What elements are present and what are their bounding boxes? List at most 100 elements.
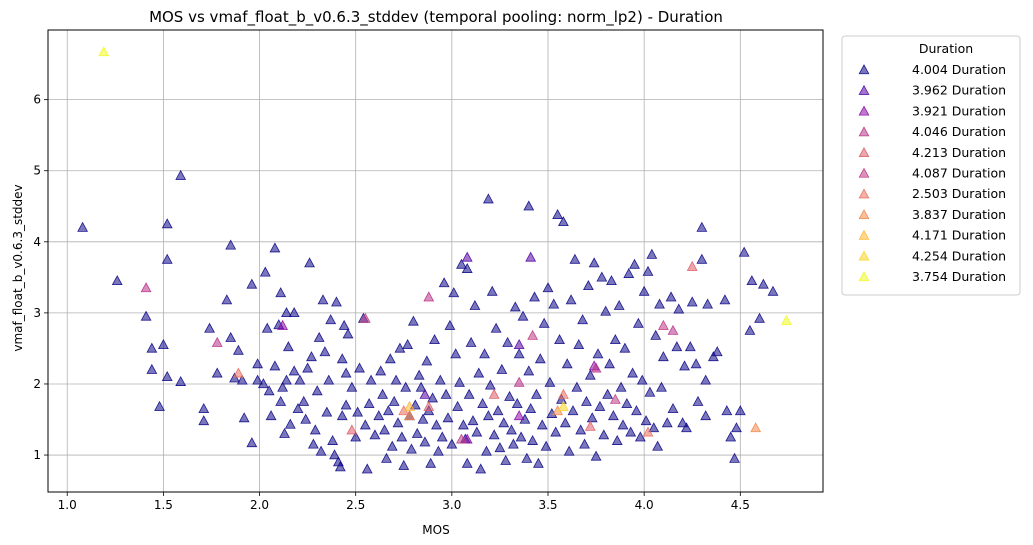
data-point [502, 336, 514, 347]
data-point [767, 285, 779, 296]
data-point [586, 412, 598, 423]
data-point [465, 336, 477, 347]
data-point [571, 381, 583, 392]
data-point [707, 351, 719, 362]
data-point [306, 351, 317, 362]
data-point [488, 388, 500, 399]
data-point [429, 334, 440, 345]
data-point [311, 385, 323, 396]
data-point [352, 406, 364, 417]
data-point [365, 374, 377, 385]
data-point [390, 374, 402, 385]
data-point [432, 445, 444, 456]
data-point [486, 285, 498, 296]
data-point [529, 291, 540, 302]
data-point [738, 246, 750, 257]
legend-box [841, 35, 1021, 296]
data-point [661, 417, 673, 428]
data-point [417, 413, 429, 424]
data-point [329, 449, 340, 460]
data-point [384, 353, 396, 364]
data-point [425, 457, 437, 468]
data-point [644, 386, 656, 397]
data-point [225, 239, 237, 250]
data-point [525, 403, 537, 413]
data-point [609, 393, 621, 404]
data-point [363, 398, 375, 409]
legend-entry-label: 4.046 Duration [912, 124, 1006, 139]
data-point [265, 410, 277, 421]
data-point [154, 400, 165, 411]
grid [48, 30, 823, 492]
chart-title: MOS vs vmaf_float_b_v0.6.3_stddev (tempo… [149, 8, 723, 27]
data-point [725, 431, 737, 442]
data-point [584, 369, 596, 380]
data-point [300, 413, 312, 424]
data-point [573, 339, 585, 350]
y-tick-label: 5 [33, 164, 41, 178]
data-point [336, 353, 348, 364]
data-point [421, 355, 433, 366]
data-point [481, 445, 492, 456]
data-point [336, 410, 348, 421]
data-point [525, 251, 537, 262]
data-point [542, 282, 554, 293]
data-point [482, 193, 494, 204]
data-point [232, 367, 244, 378]
data-point [313, 331, 325, 342]
plot-frame [47, 29, 824, 493]
data-point [457, 419, 469, 430]
legend-entry-label: 3.837 Duration [912, 207, 1006, 222]
data-point [596, 271, 608, 282]
data-point [557, 388, 569, 399]
data-point [523, 200, 535, 211]
legend-entry-label: 4.087 Duration [912, 166, 1006, 181]
data-point [354, 362, 365, 373]
data-point [340, 399, 352, 410]
data-point [548, 298, 560, 309]
data-point [277, 319, 289, 330]
data-point [479, 348, 490, 359]
data-point [259, 266, 271, 277]
data-point [419, 388, 431, 399]
x-tick-label: 4.5 [731, 498, 750, 512]
data-point [665, 291, 677, 302]
data-point [463, 388, 475, 399]
data-point [288, 365, 300, 376]
data-point [506, 424, 517, 435]
data-point [221, 294, 233, 305]
data-point [781, 314, 792, 325]
data-point [407, 315, 419, 326]
data-point [721, 405, 733, 416]
data-point [77, 221, 89, 232]
data-point [411, 427, 423, 438]
data-point [579, 438, 590, 449]
data-point [461, 262, 473, 273]
data-point [617, 419, 629, 430]
data-point [146, 342, 158, 353]
data-point [540, 440, 552, 451]
data-point [161, 253, 173, 264]
data-point [277, 381, 289, 392]
data-point [157, 339, 169, 350]
legend-entry-label: 3.962 Duration [912, 83, 1006, 98]
data-point [563, 445, 575, 456]
data-point [488, 429, 500, 440]
y-tick-label: 2 [33, 377, 41, 391]
legend-title: Duration [919, 41, 973, 56]
data-point [584, 420, 596, 431]
legend-marker [858, 188, 870, 199]
data-point [211, 336, 223, 347]
data-point [534, 353, 546, 364]
data-point [386, 440, 398, 451]
data-point [667, 324, 679, 335]
data-point [629, 258, 640, 269]
data-point [325, 314, 337, 325]
data-point [402, 339, 414, 350]
y-tick-label: 1 [33, 448, 41, 462]
data-point [673, 303, 685, 314]
data-point [509, 301, 521, 312]
data-point [515, 431, 527, 442]
data-point [275, 287, 287, 298]
data-point [331, 296, 342, 307]
